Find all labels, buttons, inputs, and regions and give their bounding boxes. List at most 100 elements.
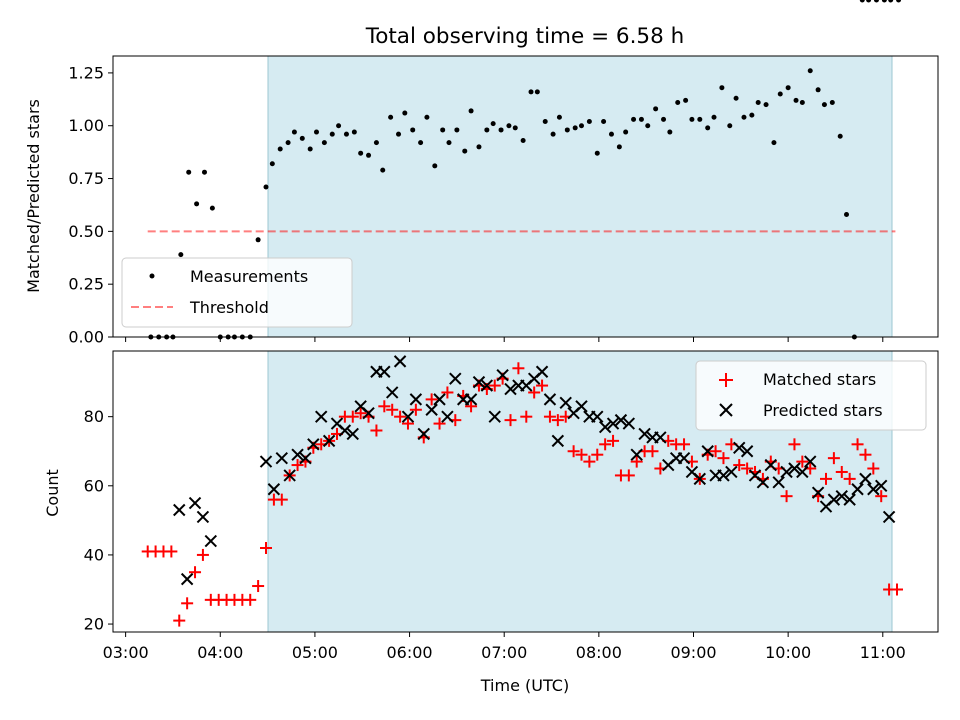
matched-star-point bbox=[488, 379, 501, 392]
measurement-point bbox=[616, 144, 622, 150]
matched-star-point bbox=[196, 548, 209, 561]
count-y-axis-label: Count bbox=[43, 469, 62, 517]
predicted-star-point bbox=[804, 455, 817, 468]
measurement-point bbox=[446, 140, 452, 146]
matched-star-point bbox=[520, 410, 533, 423]
predicted-star-point bbox=[299, 451, 312, 465]
predicted-star-point bbox=[315, 410, 328, 423]
matched-star-point bbox=[386, 403, 399, 416]
measurement-point bbox=[418, 140, 424, 146]
measurement-point bbox=[484, 127, 490, 133]
predicted-star-point bbox=[630, 448, 643, 461]
matched-star-point bbox=[867, 462, 880, 475]
predicted-star-point bbox=[433, 393, 446, 406]
measurement-point bbox=[528, 89, 534, 95]
measurement-point bbox=[313, 129, 319, 135]
ratio-y-tick-label: 0.75 bbox=[68, 169, 104, 188]
count-legend: Matched stars Predicted stars bbox=[695, 360, 927, 431]
measurement-point bbox=[556, 114, 562, 120]
matched-star-point bbox=[607, 434, 620, 447]
measurement-point bbox=[661, 116, 667, 122]
predicted-star-point bbox=[598, 420, 612, 434]
matched-star-point bbox=[733, 459, 746, 472]
predicted-star-point bbox=[417, 427, 430, 441]
predicted-star-point bbox=[188, 496, 202, 510]
predicted-star-point bbox=[717, 469, 730, 482]
measurement-point bbox=[631, 116, 637, 122]
ratio-y-tick-label: 0.50 bbox=[68, 222, 104, 241]
measurement-point bbox=[534, 89, 540, 95]
matched-star-point bbox=[820, 472, 833, 485]
matched-star-point bbox=[741, 462, 754, 475]
predicted-star-point bbox=[867, 483, 880, 496]
x-tick-label: 07:00 bbox=[481, 643, 527, 662]
matched-star-point bbox=[165, 545, 178, 558]
legend-predicted-label: Predicted stars bbox=[763, 401, 883, 420]
measurement-point bbox=[608, 131, 614, 137]
matched-star-point bbox=[409, 403, 422, 416]
legend-measurements-marker bbox=[149, 273, 155, 279]
matched-star-point bbox=[189, 566, 202, 579]
matched-star-point bbox=[859, 448, 872, 461]
measurement-point bbox=[578, 123, 584, 129]
measurement-point bbox=[454, 127, 460, 133]
predicted-star-point bbox=[464, 393, 478, 406]
matched-star-point bbox=[378, 400, 391, 413]
matched-star-point bbox=[709, 445, 722, 458]
matched-star-point bbox=[583, 455, 596, 468]
matched-star-point bbox=[401, 417, 414, 430]
measurement-point bbox=[321, 140, 327, 146]
predicted-star-point bbox=[843, 493, 856, 506]
measurement-point bbox=[498, 127, 504, 133]
measurement-point bbox=[351, 129, 357, 135]
matched-star-point bbox=[275, 493, 288, 506]
matched-star-point bbox=[291, 459, 304, 472]
predicted-star-point bbox=[622, 417, 636, 430]
legend-matched-label: Matched stars bbox=[763, 370, 876, 389]
measurement-point bbox=[512, 125, 518, 131]
predicted-star-point bbox=[385, 386, 399, 399]
matched-star-point bbox=[827, 452, 840, 465]
predicted-star-point bbox=[606, 417, 620, 430]
predicted-star-point bbox=[591, 410, 604, 423]
predicted-star-point bbox=[449, 372, 462, 385]
measurement-point bbox=[506, 123, 512, 129]
measurement-point bbox=[683, 97, 689, 103]
matched-star-point bbox=[851, 438, 864, 451]
predicted-star-point bbox=[575, 400, 588, 413]
x-tick-label: 08:00 bbox=[576, 643, 622, 662]
matched-star-point bbox=[575, 448, 588, 461]
predicted-star-point bbox=[267, 483, 281, 496]
predicted-star-point bbox=[378, 365, 391, 378]
measurement-point bbox=[550, 131, 556, 137]
x-tick-label: 05:00 bbox=[292, 643, 338, 662]
measurement-point bbox=[771, 140, 777, 146]
predicted-star-point bbox=[488, 410, 501, 423]
predicted-star-point bbox=[827, 493, 841, 506]
measurement-point bbox=[307, 146, 313, 152]
measurement-point bbox=[410, 127, 416, 133]
ratio-y-tick-label: 1.00 bbox=[68, 116, 104, 135]
measurement-point bbox=[821, 102, 827, 108]
predicted-star-point bbox=[259, 455, 273, 468]
measurement-point bbox=[388, 114, 394, 120]
predicted-star-point bbox=[504, 382, 517, 396]
ratio-panel: 0.00 0.25 0.50 0.75 1.00 1.25 Matched/Predict… bbox=[24, 0, 939, 347]
predicted-star-point bbox=[472, 375, 486, 389]
measurement-point bbox=[209, 205, 215, 211]
measurement-point bbox=[329, 131, 335, 137]
ratio-y-axis-label: Matched/Predicted stars bbox=[24, 99, 43, 293]
legend-predicted-marker bbox=[719, 403, 733, 417]
predicted-star-point bbox=[559, 396, 572, 410]
measurement-point bbox=[881, 0, 887, 3]
predicted-star-point bbox=[275, 451, 288, 465]
matched-star-point bbox=[543, 410, 556, 423]
measurement-point bbox=[336, 123, 342, 129]
x-tick-label: 04:00 bbox=[197, 643, 243, 662]
matched-star-point bbox=[796, 455, 809, 468]
ratio-y-tick-label: 0.25 bbox=[68, 275, 104, 294]
matched-star-point bbox=[346, 410, 359, 423]
measurement-point bbox=[859, 0, 865, 3]
measurement-point bbox=[291, 129, 297, 135]
matched-star-point bbox=[717, 452, 730, 465]
